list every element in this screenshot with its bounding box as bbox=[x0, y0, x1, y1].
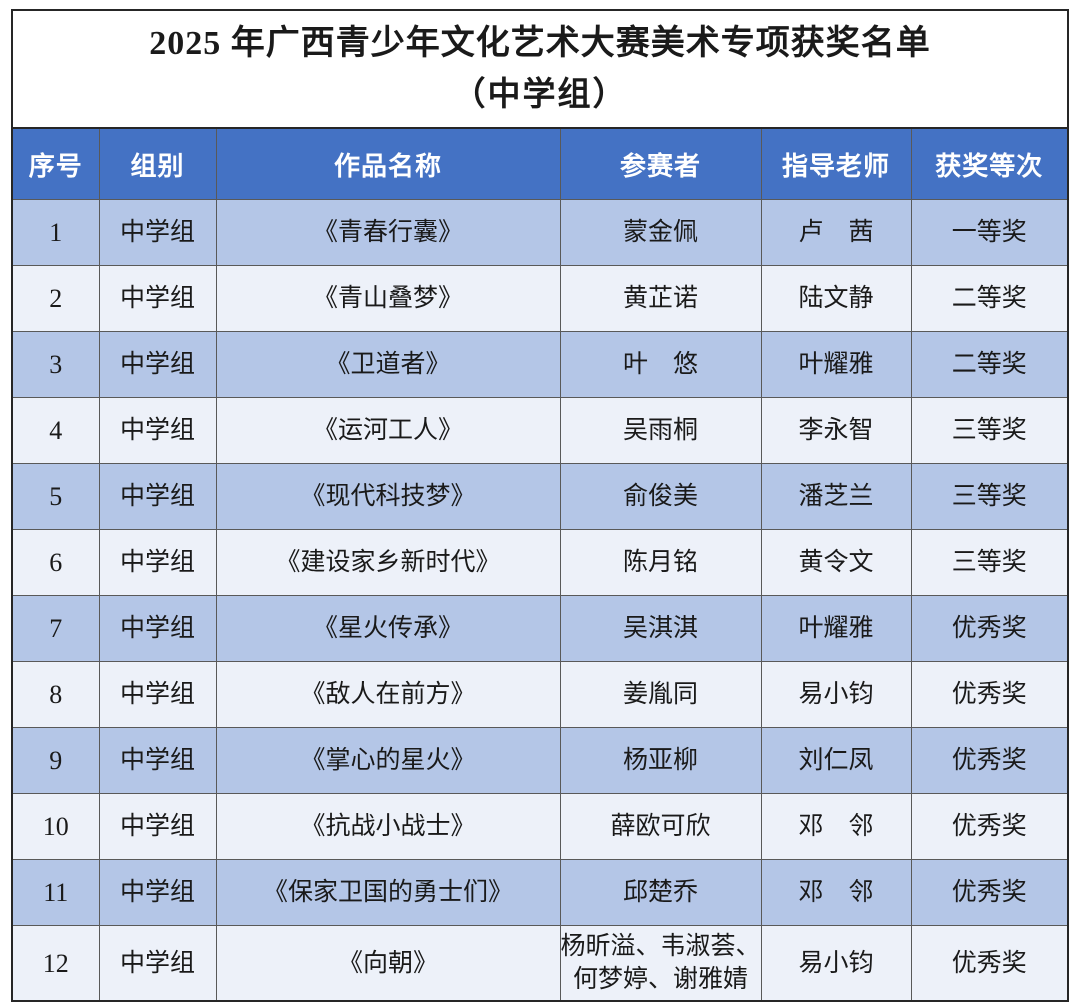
cell-group: 中学组 bbox=[98, 793, 217, 860]
cell-participant: 蒙金佩 bbox=[559, 199, 762, 266]
cell-index: 12 bbox=[11, 925, 100, 1002]
cell-participant: 姜胤同 bbox=[559, 661, 762, 728]
cell-index: 11 bbox=[11, 859, 100, 926]
cell-participant: 黄芷诺 bbox=[559, 265, 762, 332]
cell-award: 三等奖 bbox=[910, 529, 1069, 596]
cell-group: 中学组 bbox=[98, 595, 217, 662]
cell-group: 中学组 bbox=[98, 529, 217, 596]
cell-award: 三等奖 bbox=[910, 397, 1069, 464]
cell-participant: 薛欧可欣 bbox=[559, 793, 762, 860]
cell-index: 7 bbox=[11, 595, 100, 662]
cell-artwork-title: 《抗战小战士》 bbox=[215, 793, 561, 860]
table-row: 8 中学组 《敌人在前方》 姜胤同 易小钧 优秀奖 bbox=[11, 661, 1069, 728]
table-row: 11 中学组 《保家卫国的勇士们》 邱楚乔邓 邻优秀奖 bbox=[11, 859, 1069, 926]
table-row: 12 中学组 《向朝》 杨昕溢、韦淑荟、何梦婷、谢雅婧 易小钧 优秀奖 bbox=[11, 925, 1069, 1002]
table-row: 4 中学组 《运河工人》 吴雨桐 李永智 三等奖 bbox=[11, 397, 1069, 464]
cell-index: 5 bbox=[11, 463, 100, 530]
cell-group: 中学组 bbox=[98, 661, 217, 728]
cell-index: 10 bbox=[11, 793, 100, 860]
cell-artwork-title: 《现代科技梦》 bbox=[215, 463, 561, 530]
cell-award: 优秀奖 bbox=[910, 925, 1069, 1002]
cell-artwork-title: 《星火传承》 bbox=[215, 595, 561, 662]
cell-teacher: 刘仁凤 bbox=[760, 727, 912, 794]
cell-artwork-title: 《向朝》 bbox=[215, 925, 561, 1002]
cell-teacher: 潘芝兰 bbox=[760, 463, 912, 530]
cell-group: 中学组 bbox=[98, 859, 217, 926]
cell-award: 优秀奖 bbox=[910, 595, 1069, 662]
document-page: 2025 年广西青少年文化艺术大赛美术专项获奖名单 （中学组） 序号 组别 作品… bbox=[11, 9, 1070, 1002]
awards-table: 2025 年广西青少年文化艺术大赛美术专项获奖名单 （中学组） 序号 组别 作品… bbox=[11, 9, 1070, 1002]
cell-participant: 俞俊美 bbox=[559, 463, 762, 530]
table-row: 9 中学组 《掌心的星火》 杨亚柳 刘仁凤 优秀奖 bbox=[11, 727, 1069, 794]
table-header-row: 序号 组别 作品名称 参赛者 指导老师 获奖等次 bbox=[11, 127, 1069, 200]
column-header-index: 序号 bbox=[11, 127, 100, 200]
cell-teacher: 易小钧 bbox=[760, 925, 912, 1002]
cell-group: 中学组 bbox=[98, 727, 217, 794]
cell-award: 优秀奖 bbox=[910, 661, 1069, 728]
cell-teacher: 易小钧 bbox=[760, 661, 912, 728]
cell-teacher: 李永智 bbox=[760, 397, 912, 464]
cell-artwork-title: 《青山叠梦》 bbox=[215, 265, 561, 332]
cell-group: 中学组 bbox=[98, 925, 217, 1002]
cell-index: 6 bbox=[11, 529, 100, 596]
column-header-teacher: 指导老师 bbox=[760, 127, 912, 200]
cell-participant: 杨昕溢、韦淑荟、何梦婷、谢雅婧 bbox=[559, 925, 762, 1002]
cell-group: 中学组 bbox=[98, 463, 217, 530]
cell-artwork-title: 《运河工人》 bbox=[215, 397, 561, 464]
cell-index: 3 bbox=[11, 331, 100, 398]
cell-index: 9 bbox=[11, 727, 100, 794]
cell-group: 中学组 bbox=[98, 265, 217, 332]
cell-award: 三等奖 bbox=[910, 463, 1069, 530]
column-header-group: 组别 bbox=[98, 127, 217, 200]
cell-award: 二等奖 bbox=[910, 265, 1069, 332]
cell-participant: 陈月铭 bbox=[559, 529, 762, 596]
cell-teacher: 卢 茜 bbox=[760, 199, 912, 266]
cell-participant: 吴雨桐 bbox=[559, 397, 762, 464]
cell-participant: 邱楚乔 bbox=[559, 859, 762, 926]
table-row: 3 中学组 《卫道者》叶 悠叶耀雅 二等奖 bbox=[11, 331, 1069, 398]
column-header-artwork: 作品名称 bbox=[215, 127, 561, 200]
column-header-participant: 参赛者 bbox=[559, 127, 762, 200]
table-row: 7 中学组 《星火传承》 吴淇淇 叶耀雅 优秀奖 bbox=[11, 595, 1069, 662]
cell-award: 优秀奖 bbox=[910, 859, 1069, 926]
cell-group: 中学组 bbox=[98, 199, 217, 266]
cell-group: 中学组 bbox=[98, 397, 217, 464]
cell-award: 二等奖 bbox=[910, 331, 1069, 398]
cell-award: 一等奖 bbox=[910, 199, 1069, 266]
cell-teacher: 陆文静 bbox=[760, 265, 912, 332]
cell-participant: 叶 悠 bbox=[559, 331, 762, 398]
column-header-award: 获奖等次 bbox=[910, 127, 1069, 200]
cell-teacher: 黄令文 bbox=[760, 529, 912, 596]
table-row: 6 中学组 《建设家乡新时代》 陈月铭 黄令文 三等奖 bbox=[11, 529, 1069, 596]
table-row: 2 中学组 《青山叠梦》 黄芷诺 陆文静 二等奖 bbox=[11, 265, 1069, 332]
cell-award: 优秀奖 bbox=[910, 793, 1069, 860]
cell-index: 1 bbox=[11, 199, 100, 266]
cell-participant: 杨亚柳 bbox=[559, 727, 762, 794]
page-title: 2025 年广西青少年文化艺术大赛美术专项获奖名单 （中学组） bbox=[11, 9, 1069, 129]
cell-index: 8 bbox=[11, 661, 100, 728]
cell-teacher: 邓 邻 bbox=[760, 859, 912, 926]
table-row: 10 中学组 《抗战小战士》 薛欧可欣邓 邻优秀奖 bbox=[11, 793, 1069, 860]
cell-index: 4 bbox=[11, 397, 100, 464]
cell-artwork-title: 《敌人在前方》 bbox=[215, 661, 561, 728]
table-row: 5 中学组 《现代科技梦》 俞俊美 潘芝兰 三等奖 bbox=[11, 463, 1069, 530]
cell-teacher: 邓 邻 bbox=[760, 793, 912, 860]
page-title-line2: （中学组） bbox=[452, 77, 628, 113]
cell-artwork-title: 《卫道者》 bbox=[215, 331, 561, 398]
cell-award: 优秀奖 bbox=[910, 727, 1069, 794]
cell-artwork-title: 《建设家乡新时代》 bbox=[215, 529, 561, 596]
cell-teacher: 叶耀雅 bbox=[760, 331, 912, 398]
cell-artwork-title: 《保家卫国的勇士们》 bbox=[215, 859, 561, 926]
cell-group: 中学组 bbox=[98, 331, 217, 398]
title-row: 2025 年广西青少年文化艺术大赛美术专项获奖名单 （中学组） bbox=[11, 9, 1069, 129]
cell-index: 2 bbox=[11, 265, 100, 332]
cell-artwork-title: 《掌心的星火》 bbox=[215, 727, 561, 794]
cell-artwork-title: 《青春行囊》 bbox=[215, 199, 561, 266]
page-title-line1: 2025 年广西青少年文化艺术大赛美术专项获奖名单 bbox=[149, 25, 931, 62]
cell-participant: 吴淇淇 bbox=[559, 595, 762, 662]
table-row: 1 中学组 《青春行囊》 蒙金佩卢 茜一等奖 bbox=[11, 199, 1069, 266]
cell-teacher: 叶耀雅 bbox=[760, 595, 912, 662]
